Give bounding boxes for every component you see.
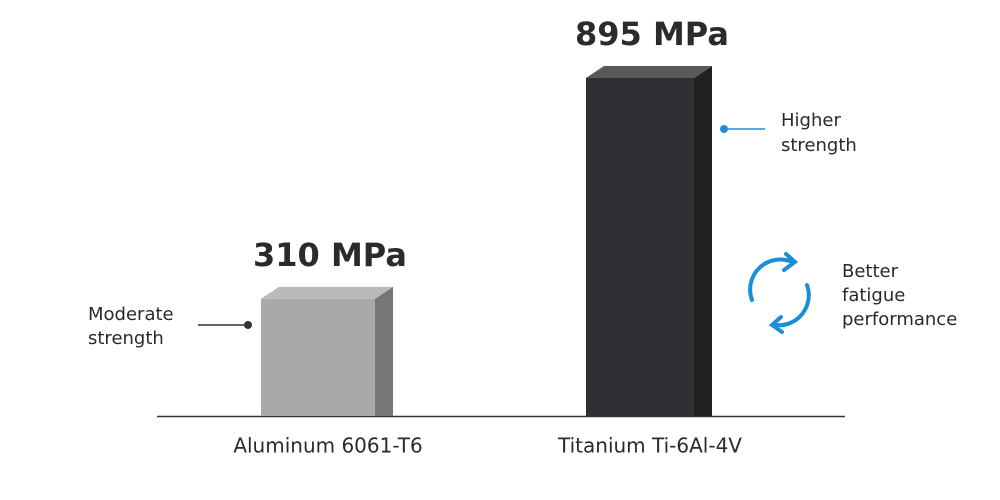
annotation: strength bbox=[781, 135, 857, 156]
annotation: Moderate bbox=[88, 304, 174, 325]
annotation: performance bbox=[842, 309, 957, 330]
annotation: Better bbox=[842, 261, 899, 282]
bar-top-shade bbox=[586, 66, 712, 78]
annotation-dot bbox=[244, 321, 252, 329]
bar-top-shade bbox=[261, 286, 393, 299]
bar bbox=[261, 286, 393, 416]
annotation: strength bbox=[88, 328, 164, 349]
annotation: Higher bbox=[781, 110, 841, 131]
x-tick-label: Titanium Ti-6Al-4V bbox=[557, 434, 742, 458]
bar-front bbox=[261, 298, 375, 416]
bar-top bbox=[261, 286, 393, 299]
bar bbox=[586, 66, 712, 416]
bar-side bbox=[694, 66, 712, 416]
value-label: 895 MPa bbox=[575, 15, 729, 53]
bar-side-shade bbox=[375, 286, 393, 416]
bar-top bbox=[586, 66, 712, 78]
cycle-icon bbox=[748, 252, 811, 334]
bar-side bbox=[375, 286, 393, 416]
annotation: fatigue bbox=[842, 285, 905, 306]
value-label: 310 MPa bbox=[253, 236, 407, 274]
x-tick-label: Aluminum 6061-T6 bbox=[233, 434, 422, 458]
bar-side-shade bbox=[694, 66, 712, 416]
bar-front bbox=[586, 78, 694, 416]
